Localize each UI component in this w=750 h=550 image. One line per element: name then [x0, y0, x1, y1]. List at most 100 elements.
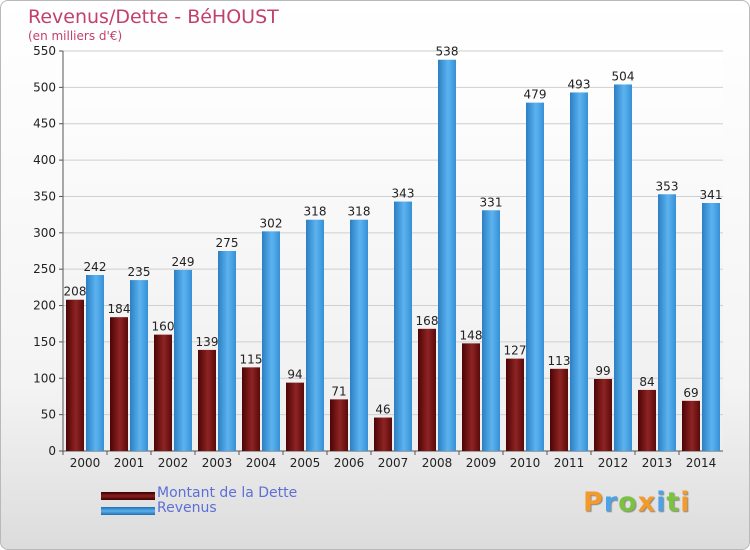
data-label-dette: 208	[64, 285, 87, 299]
bar-dette	[418, 328, 436, 451]
data-label-dette: 46	[375, 403, 390, 417]
bar-dette	[638, 389, 656, 451]
y-tick-label: 500	[33, 80, 56, 94]
legend-swatch-revenus	[101, 507, 155, 515]
y-tick-label: 100	[33, 371, 56, 385]
y-tick-label: 300	[33, 226, 56, 240]
bar-dette	[154, 334, 172, 451]
bar-dette	[682, 400, 700, 451]
plot-area	[63, 51, 723, 451]
bar-revenus	[174, 269, 192, 451]
data-label-revenus: 275	[216, 236, 239, 250]
legend-label-revenus: Revenus	[157, 500, 217, 516]
data-label-revenus: 331	[480, 195, 503, 209]
data-label-dette: 69	[683, 386, 698, 400]
bar-revenus	[394, 201, 412, 451]
x-tick-label: 2014	[686, 456, 717, 470]
x-tick-label: 2002	[158, 456, 189, 470]
chart-subtitle: (en milliers d'€)	[28, 29, 123, 43]
bar-revenus	[262, 231, 280, 451]
logo-letter: x	[637, 487, 657, 518]
bar-dette	[66, 299, 84, 451]
bar-dette	[110, 317, 128, 451]
data-label-dette: 184	[108, 302, 131, 316]
data-label-revenus: 242	[84, 260, 107, 274]
data-label-revenus: 318	[348, 205, 371, 219]
data-label-revenus: 504	[612, 69, 635, 83]
x-tick-label: 2009	[466, 456, 497, 470]
logo-letter: i	[680, 487, 691, 518]
y-tick-label: 550	[33, 44, 56, 58]
data-label-dette: 148	[460, 328, 483, 342]
data-label-dette: 71	[331, 384, 346, 398]
data-label-revenus: 318	[304, 205, 327, 219]
data-label-revenus: 479	[524, 88, 547, 102]
bar-revenus	[702, 203, 720, 451]
y-tick-label: 0	[48, 444, 56, 458]
legend-label-dette: Montant de la Dette	[157, 485, 298, 501]
data-label-revenus: 341	[700, 188, 723, 202]
data-label-revenus: 493	[568, 77, 591, 91]
data-label-revenus: 235	[128, 265, 151, 279]
proxiti-logo: Proxiti	[583, 487, 691, 518]
bar-revenus	[438, 59, 456, 452]
bar-revenus	[130, 280, 148, 451]
bar-dette	[242, 367, 260, 451]
logo-letter: r	[603, 487, 619, 518]
x-tick-label: 2011	[554, 456, 585, 470]
bar-revenus	[306, 219, 324, 451]
x-tick-label: 2000	[70, 456, 101, 470]
data-label-revenus: 353	[656, 179, 679, 193]
bar-revenus	[482, 210, 500, 451]
data-label-dette: 168	[416, 314, 439, 328]
bar-revenus	[614, 84, 632, 452]
bar-dette	[594, 379, 612, 451]
data-label-dette: 127	[504, 344, 527, 358]
y-tick-label: 450	[33, 117, 56, 131]
bar-dette	[506, 358, 524, 451]
bar-dette	[286, 382, 304, 451]
logo-letter: t	[666, 487, 681, 518]
data-label-dette: 94	[287, 368, 302, 382]
data-label-revenus: 249	[172, 255, 195, 269]
x-tick-label: 2010	[510, 456, 541, 470]
legend-swatch-dette	[101, 492, 155, 500]
data-label-dette: 113	[548, 354, 571, 368]
data-label-dette: 99	[595, 364, 610, 378]
data-label-dette: 84	[639, 375, 654, 389]
chart-title: Revenus/Dette - BéHOUST	[28, 6, 279, 28]
y-tick-label: 250	[33, 262, 56, 276]
x-tick-label: 2008	[422, 456, 453, 470]
x-tick-label: 2013	[642, 456, 673, 470]
bar-revenus	[526, 102, 544, 452]
y-tick-label: 200	[33, 299, 56, 313]
bar-revenus	[658, 194, 676, 452]
logo-letter: i	[656, 487, 667, 518]
y-tick-label: 400	[33, 153, 56, 167]
data-label-revenus: 538	[436, 45, 459, 59]
data-label-dette: 160	[152, 320, 175, 334]
x-tick-label: 2001	[114, 456, 145, 470]
data-label-dette: 139	[196, 335, 219, 349]
bar-dette	[462, 343, 480, 451]
x-tick-label: 2003	[202, 456, 233, 470]
bar-revenus	[350, 219, 368, 451]
bar-dette	[374, 417, 392, 451]
bar-dette	[198, 349, 216, 451]
x-tick-label: 2006	[334, 456, 365, 470]
y-tick-label: 150	[33, 335, 56, 349]
bar-dette	[330, 399, 348, 451]
x-tick-label: 2012	[598, 456, 629, 470]
data-label-revenus: 343	[392, 187, 415, 201]
bar-revenus	[218, 251, 236, 451]
data-label-revenus: 302	[260, 216, 283, 230]
x-tick-label: 2005	[290, 456, 321, 470]
y-tick-label: 50	[41, 408, 56, 422]
bar-dette	[550, 368, 568, 451]
x-tick-label: 2007	[378, 456, 409, 470]
logo-letter: o	[618, 487, 638, 518]
logo-letter: P	[583, 487, 604, 518]
bar-revenus	[86, 275, 104, 451]
